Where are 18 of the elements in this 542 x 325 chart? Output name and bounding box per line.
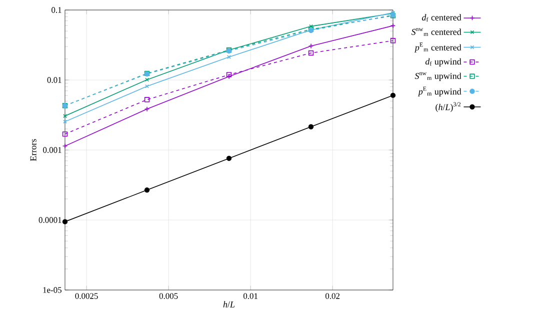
- legend-label: d$_{f}$ upwind: [425, 58, 462, 66]
- x-tick-label: 0.02: [325, 293, 340, 299]
- y-axis-title: Errors: [30, 139, 36, 161]
- y-tick-label: 1e-05: [43, 287, 62, 293]
- legend-label: d$_{f}$ centered: [422, 14, 462, 22]
- legend-label: S$^{nw}$$_{m}$ upwind: [414, 72, 462, 81]
- y-tick-label: 0.001: [43, 147, 62, 153]
- y-tick-label: 0.01: [47, 77, 62, 83]
- legend-label: (h/L)$^{3/2}$: [436, 102, 460, 112]
- x-axis-title: h/L: [223, 301, 235, 308]
- legend-label: p$^{E}$$_{m}$ centered: [414, 42, 462, 52]
- x-tick-label: 0.01: [243, 293, 258, 299]
- legend-label: p$^{E}$$_{m}$ upwind: [418, 86, 462, 96]
- legend-label: S$^{nw}$$_{m}$ centered: [411, 28, 462, 36]
- y-tick-label: 0.0001: [38, 217, 62, 223]
- x-tick-label: 0.0025: [75, 293, 98, 299]
- y-tick-label: 0.1: [52, 7, 62, 13]
- x-tick-label: 0.005: [159, 293, 178, 299]
